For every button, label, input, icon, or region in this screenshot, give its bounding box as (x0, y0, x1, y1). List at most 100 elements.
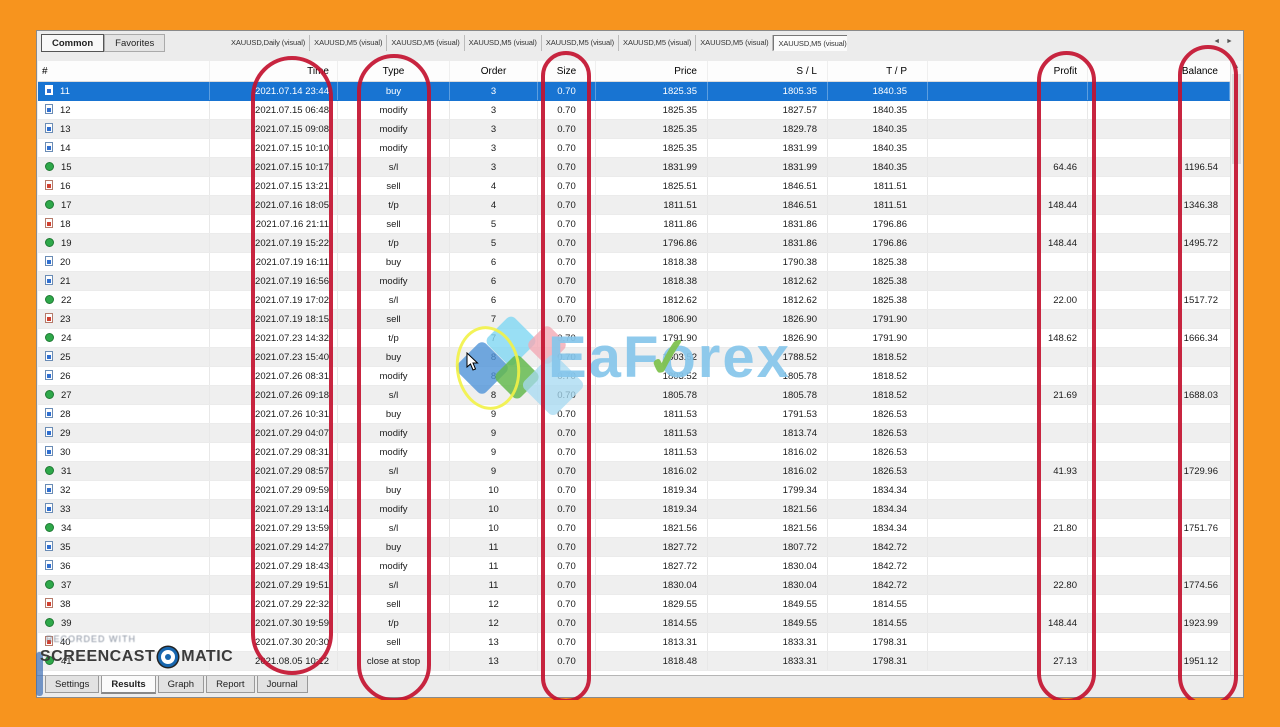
cell-type: buy (338, 405, 450, 423)
chart-tab-8[interactable]: XAUUSD,M5 (visual) (773, 35, 847, 51)
table-row[interactable]: 33 2021.07.29 13:14 modify 10 0.70 1819.34 182… (38, 500, 1230, 519)
cell-number: 30 (38, 443, 210, 461)
table-row[interactable]: 22 2021.07.19 17:02 s/l 6 0.70 1812.62 1812.62… (38, 291, 1230, 310)
cell-sl: 1831.99 (708, 139, 828, 157)
cell-price: 1814.55 (596, 614, 708, 632)
cell-size: 0.70 (538, 215, 596, 233)
table-row[interactable]: 12 2021.07.15 06:48 modify 3 0.70 1825.35 1827… (38, 101, 1230, 120)
cell-price: 1819.34 (596, 481, 708, 499)
table-row[interactable]: 23 2021.07.19 18:15 sell 7 0.70 1806.90 1826.9… (38, 310, 1230, 329)
table-row[interactable]: 31 2021.07.29 08:57 s/l 9 0.70 1816.02 1816.02… (38, 462, 1230, 481)
cell-order: 6 (450, 253, 538, 271)
bottom-tab-bar: Settings Results Graph Report Journal (37, 675, 1243, 697)
cell-time: 2021.07.26 10:31 (210, 405, 338, 423)
cell-order: 13 (450, 633, 538, 651)
chart-tab-1[interactable]: XAUUSD,Daily (visual) (227, 35, 311, 51)
chart-tab-4[interactable]: XAUUSD,M5 (visual) (465, 35, 542, 51)
cell-profit (928, 101, 1088, 119)
bottom-tab-results[interactable]: Results (101, 676, 156, 694)
table-row[interactable]: 24 2021.07.23 14:32 t/p 7 0.70 1791.90 1826.90… (38, 329, 1230, 348)
table-row[interactable]: 28 2021.07.26 10:31 buy 9 0.70 1811.53 1791.53… (38, 405, 1230, 424)
cell-profit (928, 557, 1088, 575)
tab-favorites[interactable]: Favorites (104, 34, 166, 52)
cell-price: 1831.99 (596, 158, 708, 176)
table-row[interactable]: 15 2021.07.15 10:17 s/l 3 0.70 1831.99 1831.99… (38, 158, 1230, 177)
tab-scroll-arrows-icon[interactable]: ◄ ► (1213, 38, 1235, 45)
table-row[interactable]: 38 2021.07.29 22:32 sell 12 0.70 1829.55 1849.… (38, 595, 1230, 614)
cell-type: buy (338, 481, 450, 499)
table-row[interactable]: 11 2021.07.14 23:44 buy 3 0.70 1825.35 1805.35… (38, 82, 1230, 101)
chart-tab-7[interactable]: XAUUSD,M5 (visual) (696, 35, 774, 51)
cell-order: 8 (450, 348, 538, 366)
cell-sl: 1813.74 (708, 424, 828, 442)
scroll-up-icon[interactable]: ▲ (1233, 64, 1240, 70)
cell-number: 23 (38, 310, 210, 328)
chart-tab-3[interactable]: XAUUSD,M5 (visual) (387, 35, 465, 51)
cell-number: 35 (38, 538, 210, 556)
table-row[interactable]: 39 2021.07.30 19:59 t/p 12 0.70 1814.55 1849.5… (38, 614, 1230, 633)
cell-size: 0.70 (538, 234, 596, 252)
doc-red-icon (45, 218, 53, 229)
cell-sl: 1833.31 (708, 633, 828, 651)
table-row[interactable]: 19 2021.07.19 15:22 t/p 5 0.70 1796.86 1831.86… (38, 234, 1230, 253)
cell-balance (1088, 633, 1230, 651)
scrollbar-thumb[interactable] (1232, 74, 1241, 164)
table-row[interactable]: 27 2021.07.26 09:18 s/l 8 0.70 1805.78 1805.78… (38, 386, 1230, 405)
cell-time: 2021.07.30 19:59 (210, 614, 338, 632)
cell-time: 2021.07.19 15:22 (210, 234, 338, 252)
table-row[interactable]: 29 2021.07.29 04:07 modify 9 0.70 1811.53 1813… (38, 424, 1230, 443)
bottom-tab-settings[interactable]: Settings (45, 676, 100, 693)
table-row[interactable]: 17 2021.07.16 18:05 t/p 4 0.70 1811.51 1846.51… (38, 196, 1230, 215)
column-header-profit[interactable]: Profit (928, 61, 1088, 81)
table-row[interactable]: 13 2021.07.15 09:08 modify 3 0.70 1825.35 1829… (38, 120, 1230, 139)
table-row[interactable]: 40 2021.07.30 20:30 sell 13 0.70 1813.31 1833.… (38, 633, 1230, 652)
cell-time: 2021.07.15 10:10 (210, 139, 338, 157)
cell-time: 2021.07.26 09:18 (210, 386, 338, 404)
cell-price: 1805.78 (596, 386, 708, 404)
cell-time: 2021.07.26 08:31 (210, 367, 338, 385)
table-row[interactable]: 30 2021.07.29 08:31 modify 9 0.70 1811.53 1816… (38, 443, 1230, 462)
vertical-scrollbar[interactable]: ▲ (1230, 61, 1242, 675)
table-row[interactable]: 41 2021.08.05 10:12 close at stop 13 0.70 181… (38, 652, 1230, 671)
table-row[interactable]: 32 2021.07.29 09:59 buy 10 0.70 1819.34 1799.3… (38, 481, 1230, 500)
doc-blue-icon (45, 256, 53, 267)
cell-time: 2021.07.19 18:15 (210, 310, 338, 328)
doc-red-icon (45, 313, 53, 324)
table-row[interactable]: 25 2021.07.23 15:40 buy 8 0.70 1803.52 1788.52… (38, 348, 1230, 367)
column-header-n[interactable]: # (38, 61, 210, 81)
table-row[interactable]: 34 2021.07.29 13:59 s/l 10 0.70 1821.56 1821.5… (38, 519, 1230, 538)
strategy-tester-window: Common Favorites XAUUSD,Daily (visual) XAU… (36, 30, 1244, 698)
table-row[interactable]: 37 2021.07.29 19:51 s/l 11 0.70 1830.04 1830.0… (38, 576, 1230, 595)
column-header-order[interactable]: Order (450, 61, 538, 81)
tab-common[interactable]: Common (41, 34, 105, 52)
dot-green-icon (45, 465, 54, 475)
bottom-tab-journal[interactable]: Journal (256, 676, 308, 693)
cell-order: 3 (450, 82, 538, 100)
column-header-price[interactable]: Price (596, 61, 708, 81)
table-row[interactable]: 16 2021.07.15 13:21 sell 4 0.70 1825.51 1846.5… (38, 177, 1230, 196)
cell-tp: 1796.86 (828, 215, 928, 233)
column-header-type[interactable]: Type (338, 61, 450, 81)
table-row[interactable]: 26 2021.07.26 08:31 modify 8 0.70 1803.52 1805… (38, 367, 1230, 386)
column-header-tp[interactable]: T / P (828, 61, 928, 81)
table-row[interactable]: 21 2021.07.19 16:56 modify 6 0.70 1818.38 1812… (38, 272, 1230, 291)
column-header-sl[interactable]: S / L (708, 61, 828, 81)
cell-type: s/l (338, 291, 450, 309)
cell-balance (1088, 367, 1230, 385)
column-header-time[interactable]: Time (210, 61, 338, 81)
chart-tab-5[interactable]: XAUUSD,M5 (visual) (542, 35, 620, 51)
bottom-tab-report[interactable]: Report (206, 676, 255, 693)
table-row[interactable]: 14 2021.07.15 10:10 modify 3 0.70 1825.35 1831… (38, 139, 1230, 158)
chart-tab-2[interactable]: XAUUSD,M5 (visual) (310, 35, 388, 51)
table-row[interactable]: 36 2021.07.29 18:43 modify 11 0.70 1827.72 183… (38, 557, 1230, 576)
column-header-size[interactable]: Size (538, 61, 596, 81)
table-row[interactable]: 18 2021.07.16 21:11 sell 5 0.70 1811.86 1831.8… (38, 215, 1230, 234)
bottom-tab-graph[interactable]: Graph (157, 676, 205, 693)
cell-balance (1088, 82, 1230, 100)
table-row[interactable]: 35 2021.07.29 14:27 buy 11 0.70 1827.72 1807.7… (38, 538, 1230, 557)
cell-number: 22 (38, 291, 210, 309)
column-header-balance[interactable]: Balance (1181, 66, 1218, 77)
cell-order: 12 (450, 595, 538, 613)
chart-tab-6[interactable]: XAUUSD,M5 (visual) (619, 35, 697, 51)
table-row[interactable]: 20 2021.07.19 16:11 buy 6 0.70 1818.38 1790.38… (38, 253, 1230, 272)
